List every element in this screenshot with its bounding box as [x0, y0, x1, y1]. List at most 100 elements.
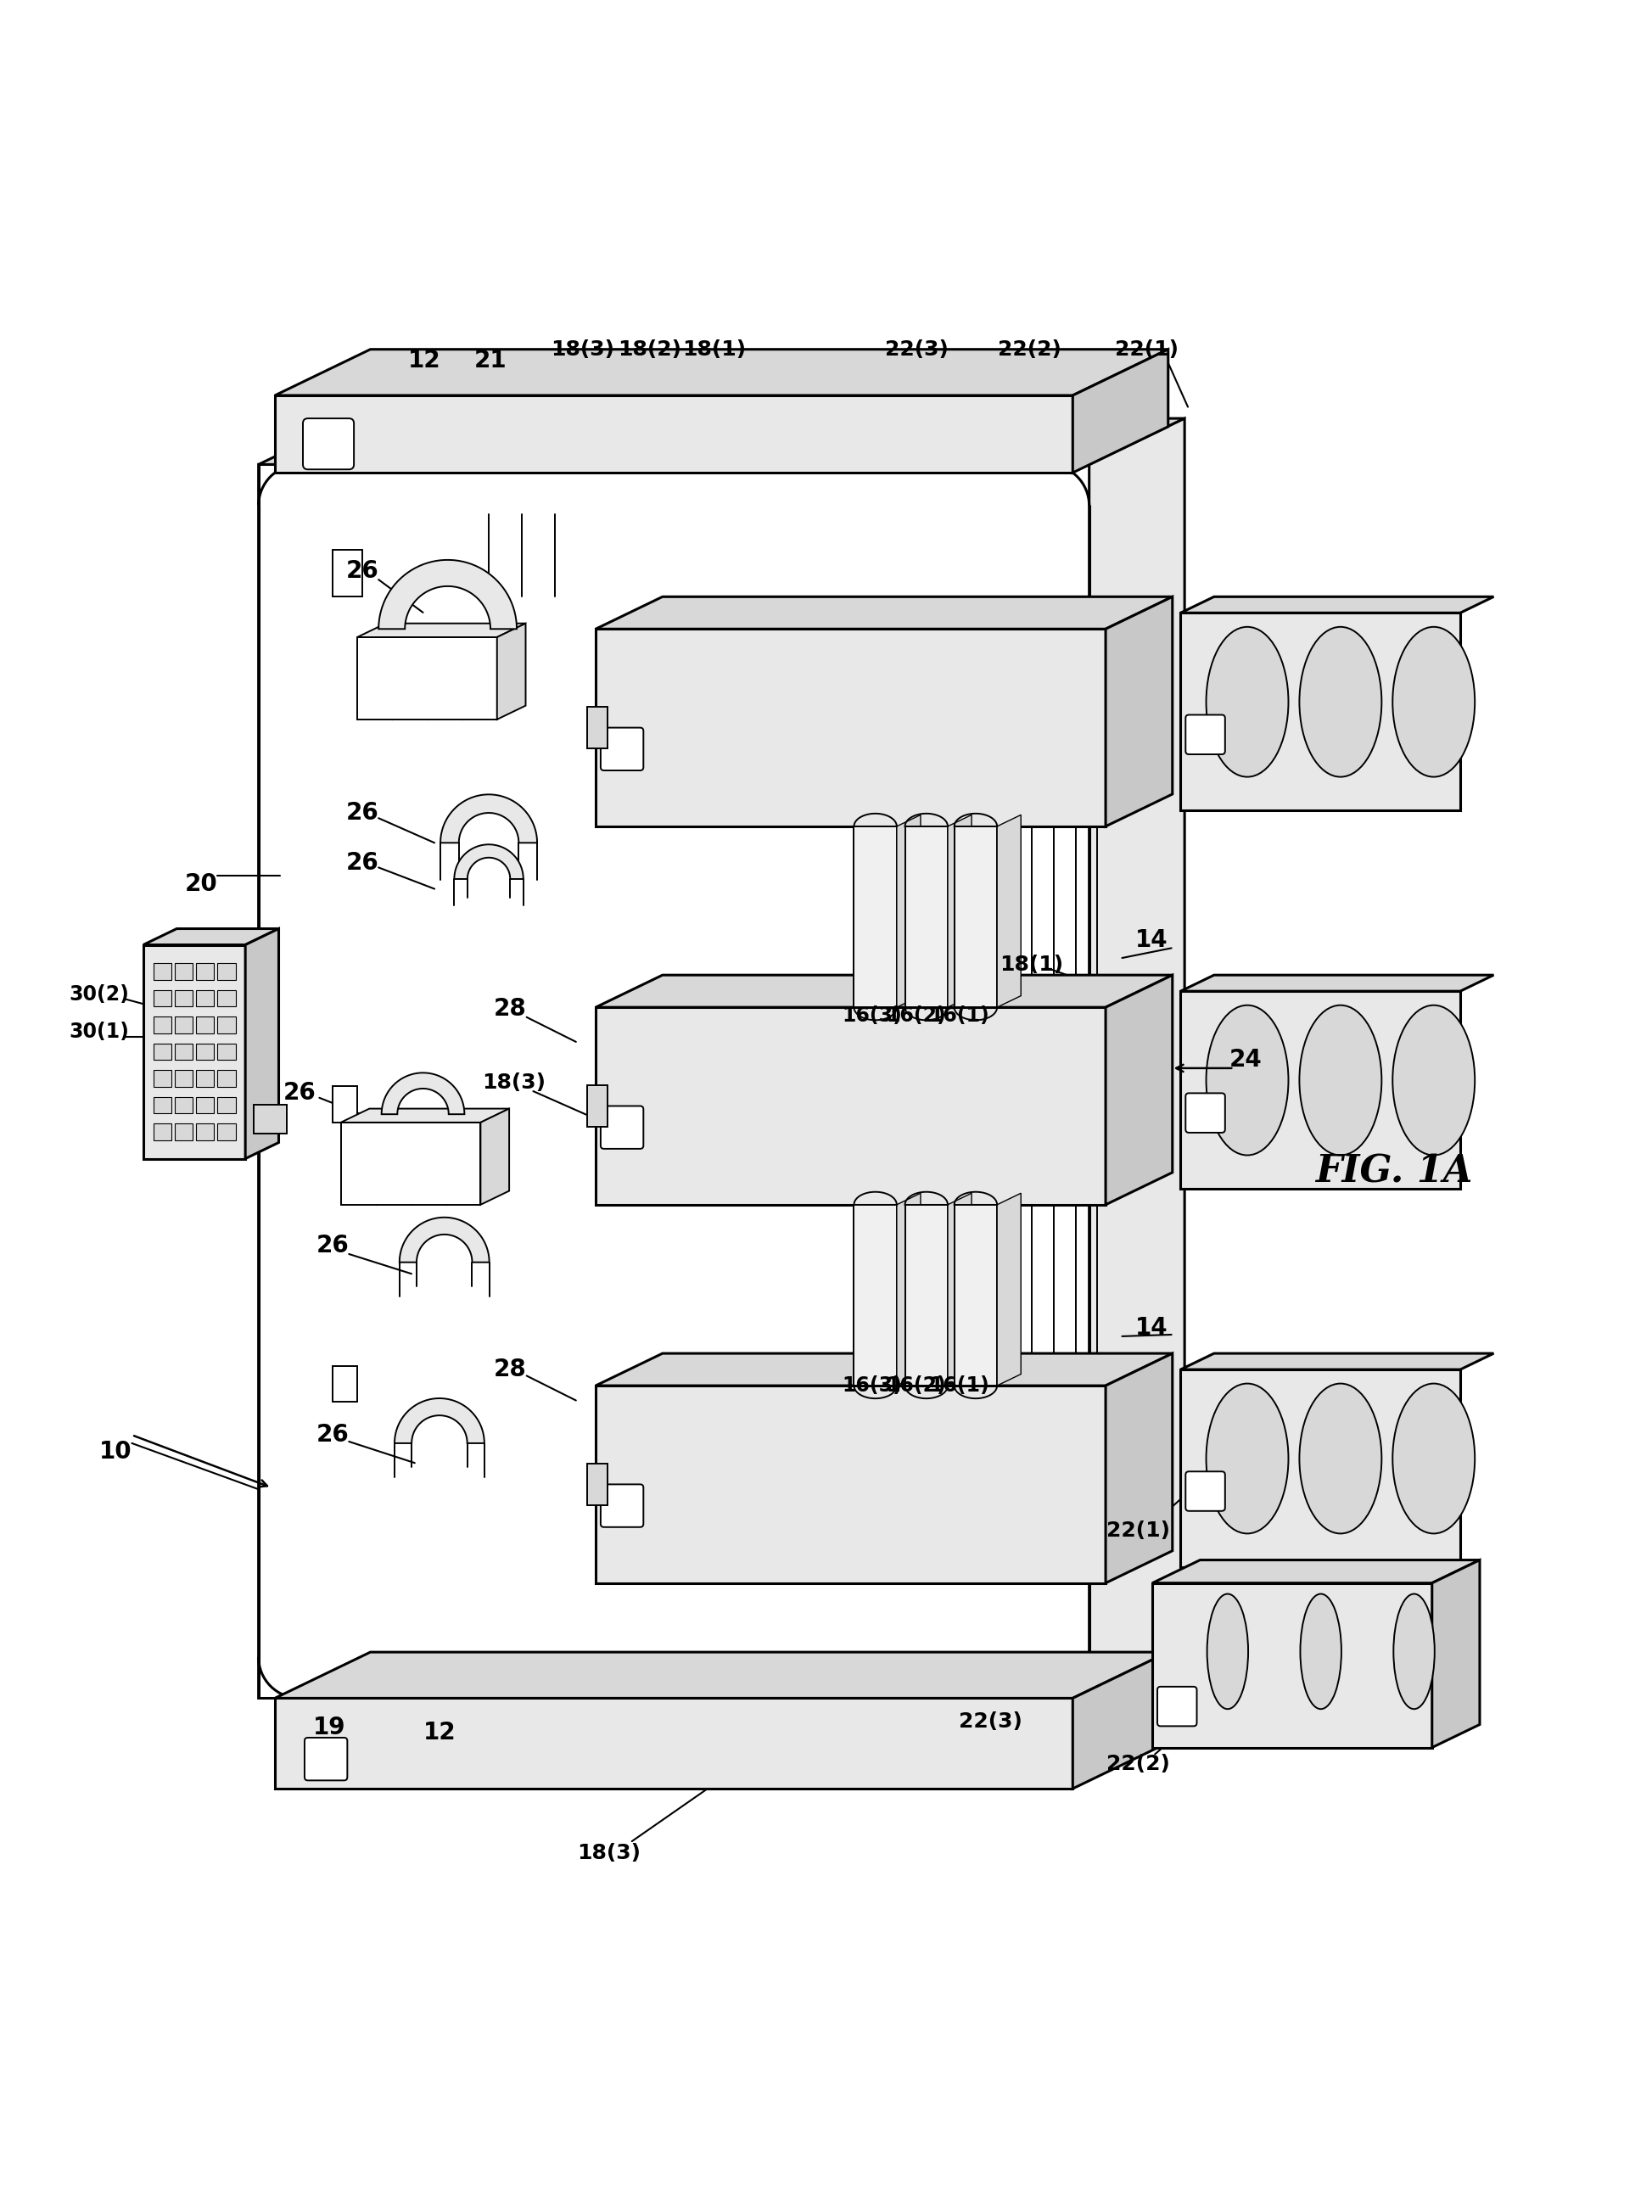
Polygon shape [948, 1192, 971, 1385]
FancyBboxPatch shape [1158, 1688, 1196, 1725]
Polygon shape [1181, 975, 1493, 991]
Text: 18(1): 18(1) [682, 338, 747, 361]
Polygon shape [1072, 349, 1168, 473]
Ellipse shape [1206, 626, 1289, 776]
Bar [175, 1097, 193, 1113]
Polygon shape [588, 708, 608, 748]
FancyBboxPatch shape [304, 1739, 347, 1781]
Ellipse shape [1393, 1382, 1475, 1533]
Polygon shape [1153, 1559, 1480, 1584]
Polygon shape [357, 624, 525, 637]
FancyBboxPatch shape [302, 418, 354, 469]
Polygon shape [588, 1464, 608, 1504]
Polygon shape [481, 1108, 509, 1206]
Polygon shape [854, 1206, 897, 1385]
Text: 24: 24 [1229, 1048, 1262, 1073]
Polygon shape [1105, 1354, 1173, 1584]
Polygon shape [274, 349, 1168, 396]
Ellipse shape [1300, 1004, 1381, 1155]
Text: 22(2): 22(2) [998, 338, 1062, 361]
Text: 20: 20 [185, 872, 218, 896]
Polygon shape [897, 814, 920, 1006]
Bar [197, 962, 215, 980]
Text: 22(3): 22(3) [958, 1712, 1023, 1732]
Polygon shape [400, 1217, 489, 1263]
Polygon shape [258, 465, 1089, 1699]
Bar [197, 1097, 215, 1113]
Polygon shape [332, 1086, 357, 1121]
Polygon shape [258, 418, 1184, 465]
Polygon shape [905, 827, 948, 1006]
Text: 26: 26 [345, 801, 378, 825]
FancyBboxPatch shape [1186, 714, 1226, 754]
Text: 28: 28 [494, 1358, 527, 1380]
Polygon shape [1181, 1369, 1460, 1566]
Bar [175, 1071, 193, 1086]
Text: 18(1): 18(1) [999, 953, 1064, 975]
Polygon shape [144, 929, 279, 945]
Text: 22(3): 22(3) [885, 338, 948, 361]
Polygon shape [596, 975, 1173, 1006]
Text: 22(2): 22(2) [1107, 1754, 1170, 1774]
Ellipse shape [1300, 626, 1381, 776]
Polygon shape [340, 1108, 509, 1121]
Bar [197, 1044, 215, 1060]
Polygon shape [948, 814, 971, 1006]
Text: 30(1): 30(1) [69, 1022, 129, 1042]
Bar [154, 1044, 172, 1060]
Bar [197, 1071, 215, 1086]
Text: 22(1): 22(1) [1115, 338, 1178, 361]
Ellipse shape [1393, 1004, 1475, 1155]
Text: 18(3): 18(3) [482, 1073, 545, 1093]
Text: 16(2): 16(2) [887, 1376, 947, 1396]
Bar [218, 1097, 236, 1113]
Ellipse shape [1206, 1382, 1289, 1533]
Polygon shape [1153, 1584, 1432, 1747]
Polygon shape [1089, 418, 1184, 1699]
Polygon shape [274, 396, 1072, 473]
Polygon shape [1432, 1559, 1480, 1747]
Polygon shape [382, 1073, 464, 1115]
FancyBboxPatch shape [1186, 1471, 1226, 1511]
Bar [175, 991, 193, 1006]
Text: 26: 26 [345, 852, 378, 874]
Text: 16(1): 16(1) [928, 1376, 990, 1396]
Polygon shape [395, 1398, 484, 1442]
Polygon shape [854, 827, 897, 1006]
Text: 18(3): 18(3) [550, 338, 615, 361]
Text: 30(2): 30(2) [69, 984, 129, 1004]
Text: 12: 12 [408, 349, 441, 374]
Polygon shape [1181, 1354, 1493, 1369]
Polygon shape [588, 1086, 608, 1126]
Polygon shape [1105, 975, 1173, 1206]
Bar [175, 1044, 193, 1060]
Text: 10: 10 [99, 1440, 132, 1464]
Polygon shape [332, 551, 362, 595]
Ellipse shape [1206, 1004, 1289, 1155]
FancyBboxPatch shape [601, 1484, 643, 1526]
Ellipse shape [1300, 1595, 1341, 1710]
Polygon shape [441, 794, 537, 843]
Bar [154, 1124, 172, 1139]
Text: FIG. 1A: FIG. 1A [1315, 1152, 1472, 1190]
Text: 16(2): 16(2) [887, 1004, 947, 1026]
Polygon shape [1181, 991, 1460, 1188]
Bar [218, 991, 236, 1006]
Polygon shape [596, 597, 1173, 628]
Polygon shape [340, 1121, 481, 1206]
Polygon shape [998, 1192, 1021, 1385]
Polygon shape [596, 1006, 1105, 1206]
Text: 16(3): 16(3) [843, 1004, 902, 1026]
Text: 19: 19 [312, 1717, 345, 1739]
Bar [175, 962, 193, 980]
Polygon shape [144, 945, 246, 1159]
Bar [154, 1018, 172, 1033]
Text: 22(1): 22(1) [1107, 1520, 1170, 1540]
Polygon shape [274, 1699, 1072, 1790]
Polygon shape [357, 637, 497, 719]
Polygon shape [454, 845, 524, 878]
Polygon shape [897, 1192, 920, 1385]
Polygon shape [955, 1206, 998, 1385]
Bar [154, 1097, 172, 1113]
Text: 12: 12 [423, 1721, 456, 1745]
